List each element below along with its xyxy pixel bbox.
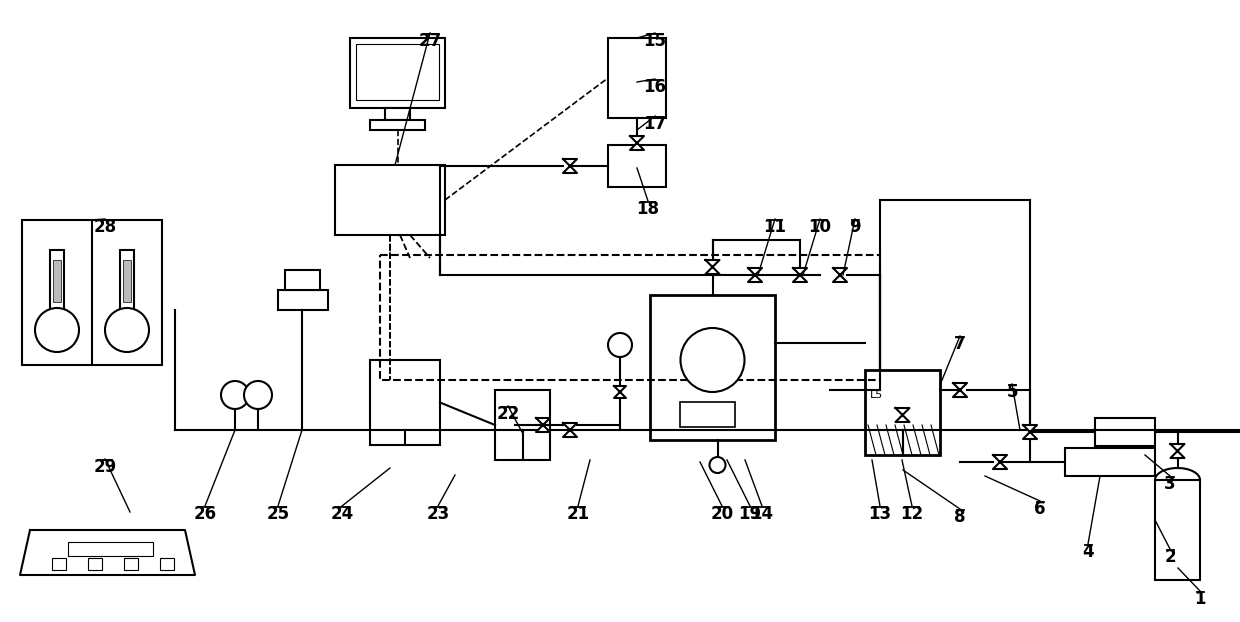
Text: 7: 7: [955, 335, 966, 353]
Text: 17: 17: [644, 115, 667, 133]
Polygon shape: [536, 418, 551, 432]
Bar: [370, 120, 425, 130]
Polygon shape: [1023, 425, 1037, 439]
Text: 27: 27: [418, 32, 441, 50]
Polygon shape: [794, 268, 807, 282]
Bar: [384, 108, 410, 120]
Text: 24: 24: [330, 505, 353, 523]
Bar: [356, 44, 439, 100]
Bar: [160, 558, 174, 570]
Text: 2: 2: [1164, 548, 1176, 566]
Text: 29: 29: [93, 458, 117, 476]
Bar: [1065, 448, 1154, 476]
Text: L5: L5: [870, 390, 883, 400]
Polygon shape: [630, 136, 644, 150]
Bar: [350, 38, 445, 108]
Bar: [50, 250, 64, 315]
Text: 13: 13: [868, 505, 892, 523]
Bar: [1154, 480, 1200, 580]
Polygon shape: [993, 455, 1007, 469]
Polygon shape: [895, 408, 909, 422]
Bar: [278, 290, 329, 310]
Text: 4: 4: [1083, 543, 1094, 561]
Text: 5: 5: [1006, 383, 1018, 401]
Bar: [124, 558, 138, 570]
Bar: [866, 370, 940, 455]
Text: 8: 8: [955, 508, 966, 526]
Polygon shape: [833, 268, 847, 282]
Bar: [495, 390, 551, 460]
Bar: [52, 558, 66, 570]
Text: 10: 10: [808, 218, 832, 236]
Bar: [120, 250, 134, 315]
Polygon shape: [748, 268, 763, 282]
Bar: [335, 165, 445, 235]
Circle shape: [681, 328, 744, 392]
Text: 18: 18: [636, 200, 660, 218]
Circle shape: [221, 381, 249, 409]
Text: 14: 14: [750, 505, 774, 523]
Text: 6: 6: [1034, 500, 1045, 518]
Text: 12: 12: [900, 505, 924, 523]
Text: 25: 25: [267, 505, 290, 523]
Polygon shape: [614, 386, 626, 398]
Polygon shape: [1171, 444, 1184, 458]
Text: 16: 16: [644, 78, 667, 96]
Polygon shape: [20, 530, 195, 575]
Bar: [379, 255, 880, 380]
Bar: [68, 542, 153, 556]
Polygon shape: [563, 423, 577, 437]
Bar: [53, 260, 61, 302]
Bar: [123, 260, 131, 302]
Circle shape: [35, 308, 79, 352]
Polygon shape: [954, 383, 967, 397]
Text: 26: 26: [193, 505, 217, 523]
Text: 28: 28: [93, 218, 117, 236]
Text: 20: 20: [711, 505, 734, 523]
Bar: [608, 38, 666, 118]
Bar: [88, 558, 102, 570]
Bar: [1095, 418, 1154, 446]
Polygon shape: [706, 260, 719, 274]
Text: 9: 9: [849, 218, 861, 236]
Text: 19: 19: [739, 505, 761, 523]
Circle shape: [105, 308, 149, 352]
Text: 11: 11: [764, 218, 786, 236]
Bar: [680, 402, 735, 427]
Bar: [650, 295, 775, 440]
Text: 22: 22: [496, 405, 520, 423]
Text: 1: 1: [1194, 590, 1205, 608]
Polygon shape: [563, 159, 577, 173]
Text: 23: 23: [427, 505, 450, 523]
Bar: [608, 145, 666, 187]
Circle shape: [244, 381, 272, 409]
Circle shape: [709, 457, 725, 473]
Bar: [285, 270, 320, 290]
Text: 15: 15: [644, 32, 667, 50]
Text: 21: 21: [567, 505, 589, 523]
Circle shape: [608, 333, 632, 357]
Bar: [22, 220, 162, 365]
Text: 3: 3: [1164, 475, 1176, 493]
Bar: [370, 360, 440, 445]
